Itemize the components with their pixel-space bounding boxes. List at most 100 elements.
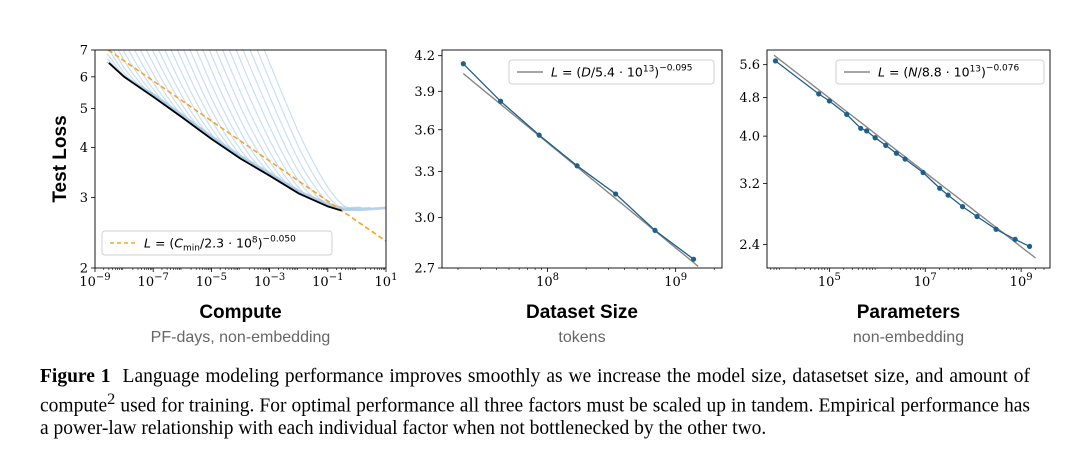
legend-superscript: −0.050 xyxy=(263,235,297,245)
legend-text-part: ) xyxy=(654,65,659,80)
series-line xyxy=(775,60,1030,247)
legend-superscript: −0.076 xyxy=(986,64,1020,74)
x-tick-exponent: 7 xyxy=(930,272,936,283)
data-point xyxy=(920,169,926,176)
x-tick-label: 109 xyxy=(664,272,687,290)
y-tick-label: 3 xyxy=(80,191,88,206)
legend-var: L xyxy=(878,65,885,80)
x-tick-base: 10 xyxy=(664,275,681,290)
y-tick-label: 5.6 xyxy=(739,58,760,73)
figure-caption: Figure 1 Language modeling performance im… xyxy=(40,366,1030,440)
legend-text-part: = ( xyxy=(885,65,908,80)
x-axis-title: Parameters xyxy=(857,302,961,323)
legend-box xyxy=(101,230,333,256)
x-axis-subtitle: non-embedding xyxy=(853,329,964,346)
x-tick-base: 10 xyxy=(79,275,96,290)
legend-var: N xyxy=(908,65,918,80)
legend-text-part: = ( xyxy=(151,236,174,251)
legend-text-part: /8.8 · 10 xyxy=(918,65,970,80)
compute-frontier-line xyxy=(108,62,342,212)
x-tick-label: 10−7 xyxy=(138,272,169,290)
legend-label: L = (Cmin/2.3 · 108)−0.050 xyxy=(144,235,296,254)
x-tick-label: 101 xyxy=(375,272,398,290)
legend-var: L xyxy=(551,65,558,80)
plot-area xyxy=(106,50,386,242)
x-tick-label: 107 xyxy=(914,272,937,290)
legend-label: L = (D/5.4 · 1013)−0.095 xyxy=(551,64,693,80)
x-tick-base: 10 xyxy=(138,275,155,290)
legend-superscript: −0.095 xyxy=(659,64,692,74)
x-tick-label: 108 xyxy=(536,272,559,290)
y-tick-label: 5 xyxy=(80,102,88,117)
x-tick-exponent: −5 xyxy=(212,272,227,283)
y-tick-label: 3.3 xyxy=(414,165,435,180)
x-tick-exponent: −1 xyxy=(329,272,344,283)
data-point xyxy=(772,58,779,64)
data-point xyxy=(816,91,822,97)
x-tick-base: 10 xyxy=(536,275,553,290)
training-run-curve xyxy=(195,50,326,202)
training-run-curve xyxy=(189,50,312,197)
training-run-curve xyxy=(122,50,221,142)
training-run-curve xyxy=(235,50,371,211)
data-point xyxy=(974,213,980,220)
legend-var: D xyxy=(581,65,591,80)
series-line xyxy=(462,63,694,260)
data-point xyxy=(945,192,951,198)
legend-superscript: 8 xyxy=(252,236,258,246)
training-run-curve xyxy=(202,50,334,206)
x-axis-title: Compute xyxy=(199,302,281,323)
legend-var: L xyxy=(144,236,151,251)
data-point xyxy=(460,61,466,67)
x-tick-exponent: 9 xyxy=(681,272,687,283)
x-tick-base: 10 xyxy=(254,275,271,290)
x-tick-label: 10−3 xyxy=(254,272,285,290)
x-tick-base: 10 xyxy=(375,275,392,290)
x-axis-subtitle: PF-days, non-embedding xyxy=(151,329,331,346)
y-axis-title: Test Loss xyxy=(50,115,71,202)
legend-text-part: = ( xyxy=(558,65,581,80)
legend-text-part: /2.3 · 10 xyxy=(200,236,252,251)
data-point xyxy=(937,185,943,191)
y-tick-label: 4.8 xyxy=(739,91,760,106)
parameters-panel: 105 107 1092.43.24.04.85.6Parametersnon-em… xyxy=(739,49,1051,346)
x-tick-exponent: 8 xyxy=(553,272,559,283)
y-tick-label: 2.4 xyxy=(739,238,760,253)
data-point xyxy=(993,226,999,232)
data-point xyxy=(497,98,504,104)
x-tick-exponent: −9 xyxy=(96,272,111,283)
y-tick-label: 3.2 xyxy=(739,177,760,192)
x-tick-label: 10−9 xyxy=(79,272,110,290)
training-run-curve xyxy=(228,50,363,210)
x-tick-exponent: −7 xyxy=(154,272,169,283)
x-tick-label: 109 xyxy=(1010,272,1033,290)
plot-frame xyxy=(441,49,723,269)
x-tick-label: 105 xyxy=(818,272,841,290)
compute-fit-line xyxy=(106,50,386,242)
legend-var: C xyxy=(174,236,183,251)
caption-footnote-mark: 2 xyxy=(107,390,116,408)
data-point xyxy=(902,156,908,162)
data-point xyxy=(858,125,864,131)
data-point xyxy=(883,142,889,148)
y-tick-label: 7 xyxy=(80,44,88,59)
data-point xyxy=(574,163,580,169)
x-axis-title: Dataset Size xyxy=(526,302,638,323)
figure-panels: 10−9 10−7 10−5 10−3 10−1 101234567ComputePF-d… xyxy=(50,44,1051,347)
data-point xyxy=(844,111,850,118)
data-point xyxy=(536,132,542,138)
data-point xyxy=(872,135,878,141)
legend-superscript: 13 xyxy=(643,65,654,75)
y-tick-label: 3.0 xyxy=(414,211,435,226)
compute-panel: 10−9 10−7 10−5 10−3 10−1 101234567ComputePF-d… xyxy=(50,44,398,347)
plot-frame xyxy=(94,49,387,269)
training-run-curve xyxy=(222,50,360,209)
legend-subscript: min xyxy=(183,244,200,254)
legend-label: L = (N/8.8 · 1013)−0.076 xyxy=(878,64,1019,80)
data-point xyxy=(864,128,870,134)
y-tick-label: 6 xyxy=(80,70,88,85)
y-tick-label: 4.2 xyxy=(414,49,435,64)
x-tick-exponent: −3 xyxy=(270,272,285,283)
y-tick-label: 3.6 xyxy=(414,123,435,138)
